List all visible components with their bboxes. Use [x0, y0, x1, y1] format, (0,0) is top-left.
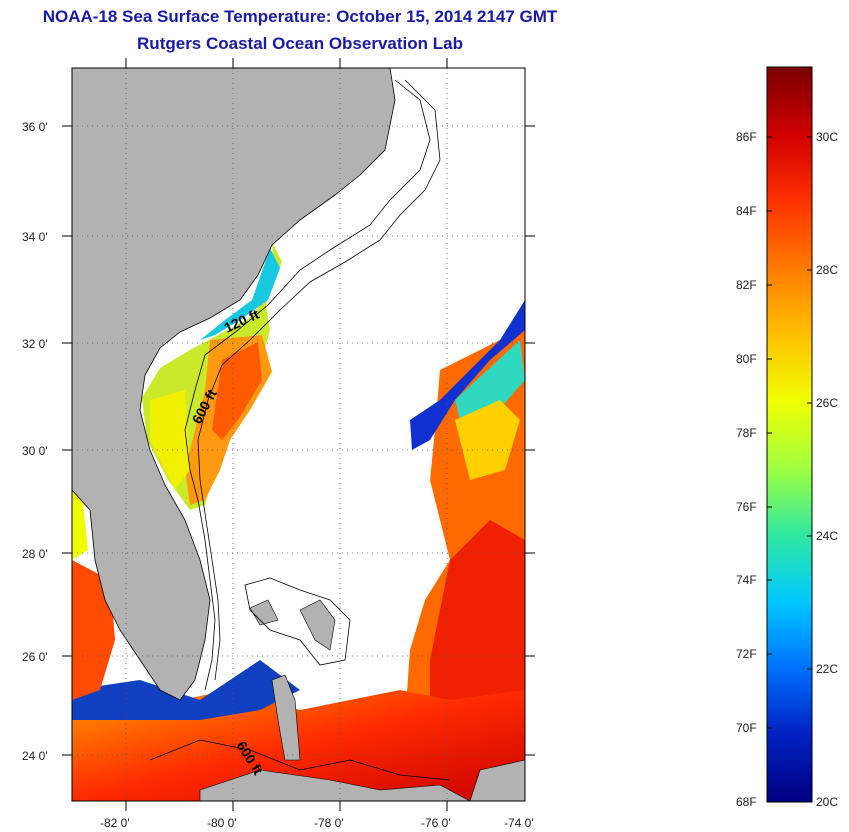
lon-label: -80 0' — [207, 816, 237, 830]
colorbar-label-f: 86F — [736, 130, 757, 144]
sst-gulf-west-yellow — [72, 490, 88, 560]
land-layer — [72, 68, 525, 801]
colorbar-label-c: 22C — [816, 662, 838, 676]
land-bahamas-1 — [271, 674, 301, 761]
lon-label: -74 0' — [504, 816, 534, 830]
map-subtitle: Rutgers Coastal Ocean Observation Lab — [137, 34, 463, 53]
land-cuba — [199, 769, 471, 801]
land-bahamas-2 — [299, 599, 336, 651]
contour-120ft — [184, 79, 431, 691]
colorbar-ticks — [767, 136, 812, 729]
sst-shelf-hot — [212, 342, 262, 440]
map-title: NOAA-18 Sea Surface Temperature: October… — [42, 7, 558, 26]
sst-coastal-green — [200, 248, 280, 340]
lon-label: -82 0' — [100, 816, 130, 830]
sst-data-layer — [72, 242, 525, 801]
map-frame — [71, 67, 526, 802]
contour-bahamas — [244, 577, 351, 666]
axis-ticks — [62, 58, 535, 811]
colorbar-label-c: 30C — [816, 130, 838, 144]
contour-south — [149, 739, 451, 781]
lat-label: 26 0' — [22, 650, 48, 664]
colorbar-label-f: 82F — [736, 278, 757, 292]
lat-label: 34 0' — [22, 230, 48, 244]
colorbar-label-c: 28C — [816, 263, 838, 277]
lat-label: 36 0' — [22, 120, 48, 134]
colorbar-label-f: 76F — [736, 500, 757, 514]
colorbar-label-f: 68F — [736, 795, 757, 809]
colorbar-label-f: 74F — [736, 573, 757, 587]
contour-600ft — [197, 79, 441, 681]
lat-label: 28 0' — [22, 547, 48, 561]
sst-offshore-east-yellow — [455, 400, 520, 480]
sst-offshore-east-blue — [410, 300, 525, 450]
colorbar-label-f: 80F — [736, 352, 757, 366]
lon-label: -76 0' — [421, 816, 451, 830]
colorbar-label-c: 24C — [816, 529, 838, 543]
bathymetry-contours — [149, 79, 451, 781]
lon-label: -78 0' — [314, 816, 344, 830]
sst-yellow — [150, 390, 190, 490]
lat-label: 24 0' — [22, 749, 48, 763]
land-us-southeast — [72, 68, 396, 701]
colorbar-label-f: 84F — [736, 204, 757, 218]
lat-label: 30 0' — [22, 444, 48, 458]
colorbar — [766, 66, 813, 803]
graticule — [72, 68, 525, 801]
colorbar-label-f: 70F — [736, 721, 757, 735]
colorbar-label-f: 78F — [736, 426, 757, 440]
colorbar-label-c: 26C — [816, 396, 838, 410]
land-bahamas-3 — [249, 599, 279, 626]
sst-south-blue — [72, 660, 300, 720]
colorbar-label-c: 20C — [816, 795, 838, 809]
land-hispaniola-edge — [469, 759, 525, 801]
lat-label: 32 0' — [22, 337, 48, 351]
colorbar-label-f: 72F — [736, 647, 757, 661]
